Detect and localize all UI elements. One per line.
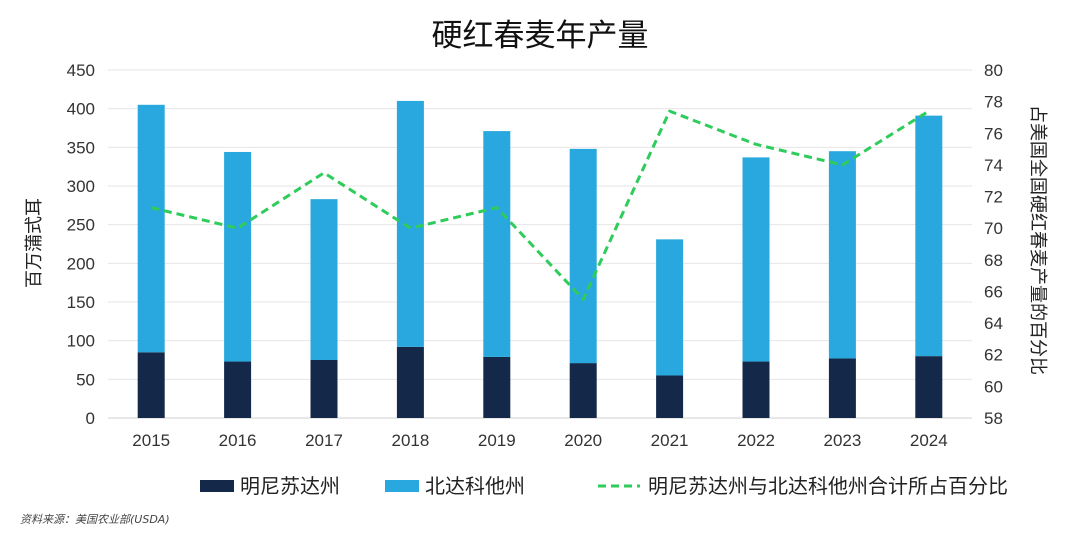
bar-segment [137,104,165,353]
bar-segment [310,360,338,418]
y-tick-label: 100 [67,332,95,351]
x-tick-label: 2020 [564,431,602,450]
y2-tick-label: 80 [984,61,1003,80]
y2-tick-label: 74 [984,156,1003,175]
bar-segment [656,239,684,376]
bar-segment [742,157,770,362]
y-tick-label: 350 [67,138,95,157]
bar-segment [742,361,770,418]
legend-label: 明尼苏达州 [240,474,340,498]
x-tick-label: 2024 [910,431,948,450]
x-tick-label: 2019 [478,431,516,450]
y-tick-label: 300 [67,177,95,196]
bar-segment [915,115,943,357]
x-tick-label: 2018 [391,431,429,450]
y2-tick-label: 78 [984,93,1003,112]
x-tick-label: 2023 [823,431,861,450]
y2-tick-label: 62 [984,346,1003,365]
y2-tick-label: 58 [984,409,1003,428]
bar-segment [137,352,165,418]
legend-swatch-minnesota [200,480,234,492]
bar-segment [396,346,424,418]
y-tick-label: 0 [86,409,95,428]
y-tick-label: 200 [67,254,95,273]
bar-segment [310,199,338,360]
legend-swatch-north-dakota [385,480,419,492]
y-tick-label: 400 [67,100,95,119]
x-tick-label: 2015 [132,431,170,450]
x-tick-label: 2016 [219,431,257,450]
legend-label: 北达科他州 [425,474,525,498]
bar-segment [396,100,424,347]
percentage-line [150,109,930,301]
y2-tick-label: 64 [984,314,1003,333]
bar-segment [828,151,856,359]
legend: 明尼苏达州 北达科他州 明尼苏达州与北达科他州合计所占百分比 [200,474,1008,498]
bar-segment [915,356,943,418]
y-tick-label: 250 [67,216,95,235]
chart-title: 硬红春麦年产量 [431,18,649,54]
y2-tick-label: 68 [984,251,1003,270]
source-note: 资料来源：美国农业部(USDA) [20,513,170,526]
bar-segment [224,361,252,418]
y-tick-label: 150 [67,293,95,312]
left-axis-ticks: 0 50 100 150 200 250 300 350 400 450 [67,61,95,428]
bar-segment [569,148,597,364]
bar-segment [828,358,856,418]
bar-segment [483,356,511,418]
y2-tick-label: 60 [984,377,1003,396]
x-tick-label: 2022 [737,431,775,450]
x-tick-label: 2021 [651,431,689,450]
series-line [150,109,930,301]
gridlines [108,69,972,419]
y2-tick-label: 70 [984,219,1003,238]
bar-segment [569,363,597,418]
bars [137,100,943,418]
y2-tick-label: 66 [984,282,1003,301]
bar-segment [656,375,684,418]
x-tick-label: 2017 [305,431,343,450]
x-axis-ticks: 2015 2016 2017 2018 2019 2020 2021 2022 2023 2024 [132,431,947,450]
y-tick-label: 450 [67,61,95,80]
bar-segment [483,131,511,357]
right-axis-ticks: 58 60 62 64 66 68 70 72 74 76 78 80 [984,61,1003,428]
left-axis-label: 百万蒲式耳 [24,198,45,288]
right-axis-label: 占美国全国硬红春麦产量的百分比 [1027,105,1048,375]
y-tick-label: 50 [76,370,95,389]
y2-tick-label: 76 [984,124,1003,143]
bar-segment [224,151,252,362]
y2-tick-label: 72 [984,188,1003,207]
legend-label: 明尼苏达州与北达科他州合计所占百分比 [648,474,1008,498]
